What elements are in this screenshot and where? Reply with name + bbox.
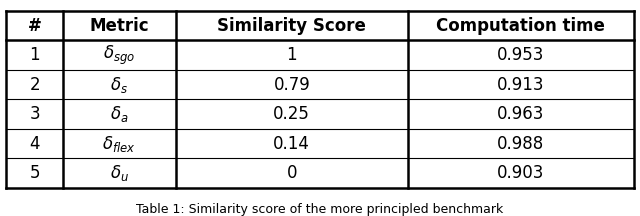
Text: 2: 2	[29, 76, 40, 94]
Text: 0: 0	[287, 164, 297, 182]
Text: Metric: Metric	[90, 17, 149, 35]
Text: 1: 1	[29, 46, 40, 64]
Text: 0.14: 0.14	[273, 135, 310, 153]
Text: 5: 5	[29, 164, 40, 182]
Text: $\delta_{s}$: $\delta_{s}$	[110, 75, 128, 95]
Text: #: #	[28, 17, 42, 35]
Text: Similarity Score: Similarity Score	[218, 17, 366, 35]
Text: 4: 4	[29, 135, 40, 153]
Text: 0.903: 0.903	[497, 164, 545, 182]
Text: 0.953: 0.953	[497, 46, 545, 64]
Text: $\delta_{sgo}$: $\delta_{sgo}$	[103, 43, 136, 67]
Text: 0.913: 0.913	[497, 76, 545, 94]
Text: Computation time: Computation time	[436, 17, 605, 35]
Text: Table 1: Similarity score of the more principled benchmark: Table 1: Similarity score of the more pr…	[136, 203, 504, 216]
Text: $\delta_{flex}$: $\delta_{flex}$	[102, 134, 136, 154]
Text: 3: 3	[29, 105, 40, 123]
Text: $\delta_{u}$: $\delta_{u}$	[110, 163, 129, 183]
Text: 0.25: 0.25	[273, 105, 310, 123]
Text: $\delta_{a}$: $\delta_{a}$	[110, 104, 129, 124]
Text: 0.963: 0.963	[497, 105, 545, 123]
Text: 0.79: 0.79	[273, 76, 310, 94]
Text: 1: 1	[287, 46, 297, 64]
Text: 0.988: 0.988	[497, 135, 545, 153]
